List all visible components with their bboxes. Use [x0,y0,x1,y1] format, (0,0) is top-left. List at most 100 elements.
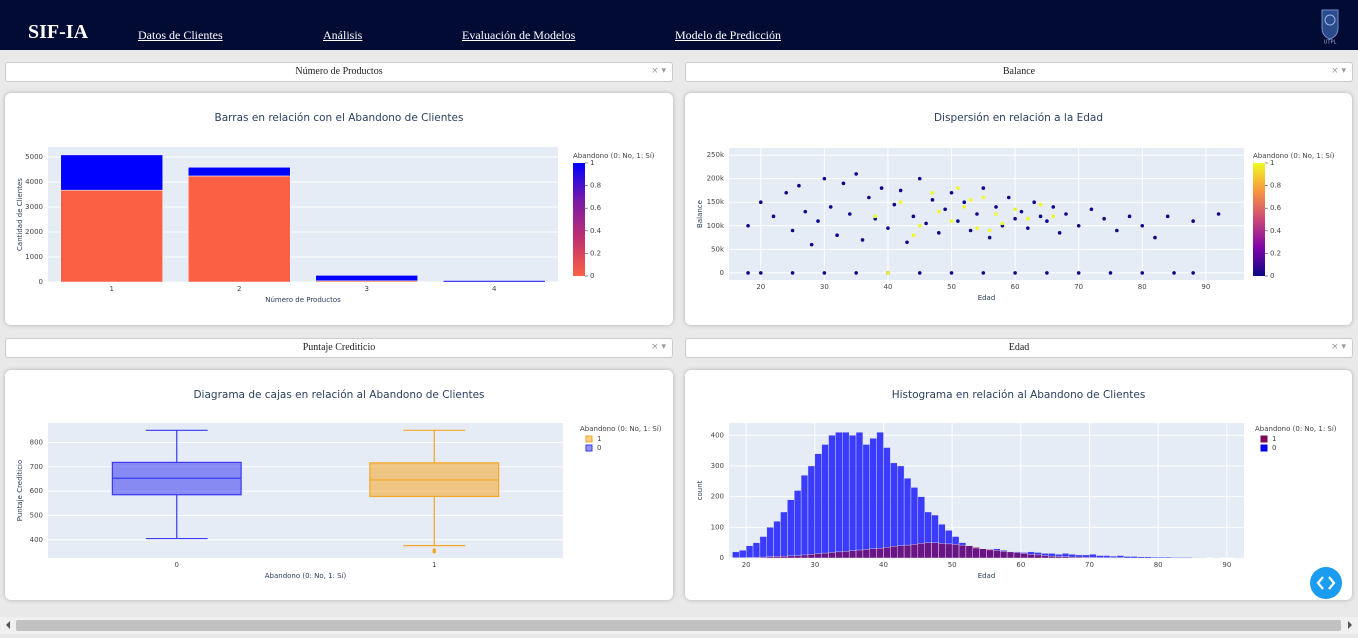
colorbar [1253,163,1265,276]
y-tick-label: 0 [720,554,724,562]
nav-link[interactable]: Datos de Clientes [138,28,223,43]
scatter-point [1217,212,1221,216]
colorbar-tick-label: 0.6 [590,204,602,212]
scatter-point [905,240,909,244]
y-tick-label: 250k [707,151,725,159]
legend-swatch [586,436,592,442]
y-tick-label: 0 [39,278,43,286]
scatter-point [791,229,795,233]
dropdown[interactable]: Edad× ▾ [685,338,1353,358]
bar-segment [316,275,418,281]
histogram-bar [1151,557,1158,558]
legend-label: 1 [597,435,601,443]
scatter-point [797,184,801,188]
scatter-point [803,210,807,214]
histogram-bar [842,551,849,558]
histogram-bar [1069,557,1076,558]
histogram-bar [849,551,856,558]
scatter-point [1191,271,1195,275]
y-tick-label: 4000 [25,178,43,186]
histogram-bar [918,543,925,558]
scatter-point [1007,196,1011,200]
y-tick-label: 700 [30,463,43,471]
scatter-point [1013,207,1017,211]
scatter-point [1166,215,1170,219]
y-tick-label: 100 [711,523,724,531]
dropdown[interactable]: Número de Productos× ▾ [5,62,673,82]
logo: UTPL [1318,8,1342,44]
scatter-point [784,191,788,195]
histogram-bar [1172,557,1179,558]
scatter-point [950,271,954,275]
histogram-bar [890,463,897,558]
scatter-point [899,200,903,204]
histogram-bar [1021,553,1028,558]
legend-swatch [1261,445,1267,451]
colorbar-tick-label: 1 [1270,159,1274,167]
scatter-point [1153,236,1157,240]
dropdown-controls: × ▾ [651,66,666,76]
histogram-bar [753,543,760,558]
x-tick-label: 60 [1016,561,1025,569]
histogram-bar [911,544,918,558]
bar-segment [188,167,290,176]
y-tick-label: 100k [707,222,725,230]
legend-title: Abandono (0: No, 1: Sí) [1253,152,1335,160]
y-tick-label: 400 [30,536,43,544]
dropdown[interactable]: Balance× ▾ [685,62,1353,82]
scatter-point [791,271,795,275]
scatter-point [937,231,941,235]
histogram-bar [1007,552,1014,558]
histogram-bar [739,550,746,558]
nav-link[interactable]: Análisis [323,28,362,43]
y-tick-label: 50k [711,245,725,253]
histogram-bar [884,448,891,558]
y-tick-label: 1000 [25,253,43,261]
histogram-bar [732,552,739,558]
histogram-bar [1028,554,1035,558]
scatter-point [829,205,833,209]
histogram-bar [760,537,767,558]
histogram-bar [1165,557,1172,558]
histogram-bar [959,545,966,558]
scatter-point [746,224,750,228]
bar-segment [61,155,163,190]
chart-panel: Barras en relación con el Abandono de Cl… [5,93,673,325]
y-axis-label: Cantidad de Clientes [16,178,24,251]
histogram-bar [829,435,836,558]
histogram-bar [801,555,808,558]
scatter-point [994,205,998,209]
histogram-bar [1076,557,1083,558]
scatter-point [772,215,776,219]
scatter-point [1140,271,1144,275]
dropdown[interactable]: Puntaje Crediticio× ▾ [5,338,673,358]
histogram-bar [760,557,767,558]
x-axis-label: Abandono (0: No, 1: Sí) [265,572,347,580]
scatter-point [918,177,922,181]
histogram-bar [822,553,829,558]
histogram-bar [938,543,945,558]
histogram-bar [1124,556,1131,558]
y-tick-label: 5000 [25,153,43,161]
histogram-bar [863,549,870,558]
nav-link[interactable]: Evaluación de Modelos [462,28,575,43]
x-tick-label: 0 [175,561,179,569]
colorbar-tick-label: 0.2 [1270,249,1281,257]
scatter-point [1109,271,1113,275]
scatter-point [1039,203,1043,207]
histogram-bar [932,543,939,558]
toggle-button[interactable] [1310,567,1342,599]
histogram-bar [835,552,842,558]
horizontal-scrollbar[interactable] [0,617,1358,634]
histogram-bar [1179,557,1186,558]
y-axis-label: count [696,480,704,500]
scatter-point [1102,217,1106,221]
histogram-bar [794,556,801,558]
scatter-point [1045,271,1049,275]
histogram-bar [856,432,863,558]
colorbar-tick-label: 0.8 [590,182,601,190]
histogram-bar [842,432,849,558]
histogram-bar [884,547,891,558]
nav-link[interactable]: Modelo de Predicción [675,28,781,43]
dropdown-controls: × ▾ [651,342,666,352]
